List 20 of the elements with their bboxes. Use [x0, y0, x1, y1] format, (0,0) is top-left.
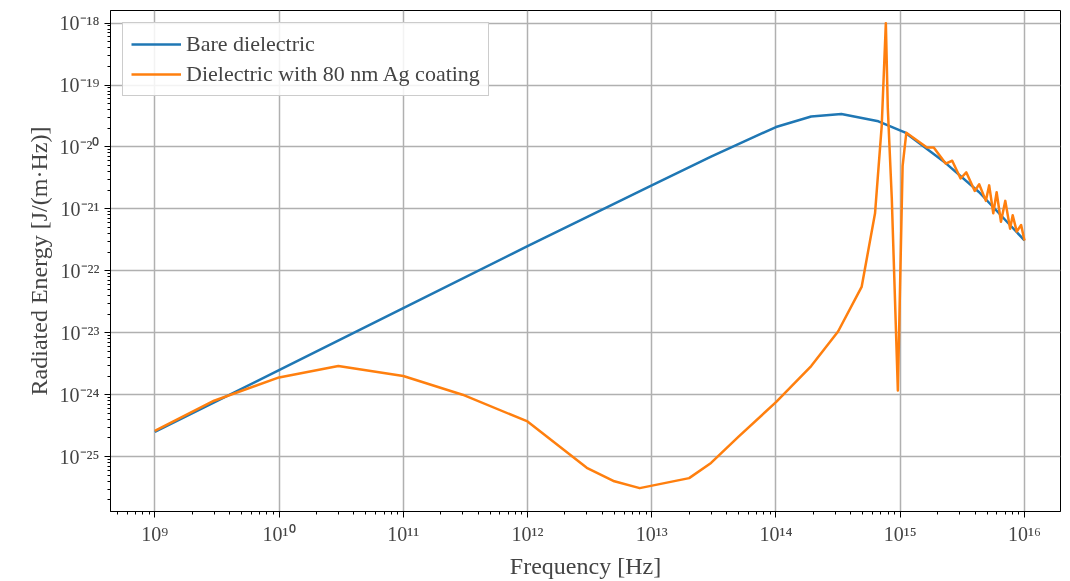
y-tick-label: 10⁻²² [60, 259, 100, 282]
y-tick-label: 10⁻²⁵ [59, 445, 100, 468]
y-axis-title: Radiated Energy [J/(m·Hz)] [25, 126, 52, 396]
x-tick-label: 10¹⁰ [262, 522, 296, 545]
y-tick-label: 10⁻¹⁹ [59, 74, 100, 97]
x-tick-label: 10¹³ [635, 522, 668, 545]
x-axis-title: Frequency [Hz] [509, 552, 662, 579]
y-tick-label: 10⁻²³ [60, 321, 100, 344]
y-tick-label: 10⁻¹⁸ [59, 12, 100, 35]
x-tick-label: 10¹⁴ [759, 522, 793, 545]
x-tick-label: 10⁹ [141, 522, 169, 545]
x-tick-label: 10¹⁶ [1007, 522, 1041, 545]
legend-label: Dielectric with 80 nm Ag coating [186, 61, 480, 87]
legend-label: Bare dielectric [186, 31, 315, 57]
y-tick-label: 10⁻²⁰ [59, 135, 100, 158]
x-tick-label: 10¹² [511, 522, 544, 545]
y-tick-label: 10⁻²⁴ [59, 383, 100, 406]
x-tick-label: 10¹⁵ [883, 522, 917, 545]
y-tick-label: 10⁻²¹ [60, 197, 100, 220]
x-tick-label: 10¹¹ [387, 522, 420, 545]
